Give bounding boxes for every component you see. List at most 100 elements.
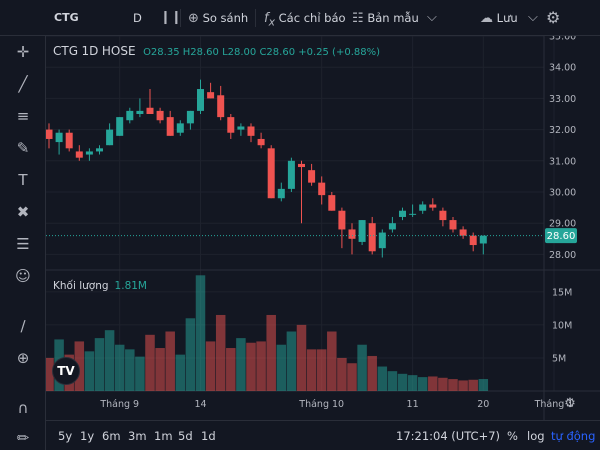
auto-scale-toggle[interactable]: tự động [551,429,596,443]
last-price-badge [545,228,577,244]
range-3m-button[interactable]: 3m [128,429,147,443]
interval-button[interactable]: D [133,11,142,25]
volume-bar [468,379,478,391]
volume-bar [407,375,418,391]
candle-body [227,117,235,133]
candle-body [378,232,386,249]
range-1y-button[interactable]: 1y [80,429,95,443]
candle-body [237,126,245,130]
lock-drawings-icon[interactable]: ✏ [16,429,30,447]
volume-bar [417,377,428,391]
time-tick-label: 11 [407,399,419,410]
range-1m-button[interactable]: 1m [154,429,173,443]
price-tick-label: 30.00 [549,188,576,199]
candle-body [328,195,336,211]
last-price-label: 28.60 [547,231,576,242]
crosshair-icon[interactable]: ✛ [16,43,30,61]
candle-body [409,213,417,215]
trend-line-icon[interactable]: ╱ [18,75,28,93]
candle-body [348,229,356,239]
volume-bar [306,349,317,391]
range-5d-button[interactable]: 5d [178,429,193,443]
compare-button[interactable]: ⊕ So sánh [188,0,248,36]
volume-bar [347,363,357,391]
volume-bar [226,348,236,391]
gear-icon[interactable]: ⚙ [546,8,561,27]
range-6m-button[interactable]: 6m [102,429,121,443]
smiley-icon[interactable]: ☺ [15,267,31,285]
candles [45,79,487,258]
volume-bar [438,377,448,391]
indicators-button[interactable]: fx Các chỉ báo [264,0,346,36]
volume-bar [286,331,297,391]
candle-body [449,220,457,230]
toolbar-divider [255,9,256,27]
candle-body [287,160,295,189]
volume-bar [428,376,438,391]
indicators-label: Các chỉ báo [278,11,346,25]
measure-lines-icon[interactable]: ☰ [16,235,30,253]
volume-bar [337,357,347,391]
volume-bar [94,338,105,391]
axis-settings-gear-icon[interactable]: ⚙ [564,396,576,411]
horizontal-lines-icon[interactable]: ≡ [16,107,30,125]
volume-bar [44,357,54,391]
plus-circle-icon: ⊕ [188,11,199,26]
volume-bar [114,344,125,391]
candle-body [45,129,53,139]
chevron-down-icon[interactable]: ⌵ [427,10,437,25]
range-5y-button[interactable]: 5y [58,429,73,443]
templates-button[interactable]: ☷ Bản mẫu [352,0,419,36]
time-tick-label: Tháng 9 [99,399,139,410]
price-tick-label: 34.00 [549,63,576,74]
cloud-icon: ☁ [480,11,493,26]
pattern-icon[interactable]: ✖ [16,203,30,221]
brush-icon[interactable]: ✎ [16,139,30,157]
candle-style-icon[interactable]: ❙❙ [160,10,182,25]
tradingview-logo[interactable]: TV [52,357,80,385]
chart-area[interactable]: 35.00 34.00 33.00 32.00 31.00 30.00 29.00 28.00… [44,32,600,450]
volume-bar [205,341,216,391]
volume-bar [215,314,226,391]
save-button[interactable]: ☁ Lưu [480,0,518,36]
chevron-down-icon[interactable]: ⌵ [528,10,538,25]
volume-bar [155,348,165,391]
symbol-search-button[interactable]: CTG [54,11,79,24]
candle-body [186,110,194,124]
volume-bar [145,334,155,391]
volume-bar [367,355,377,391]
range-1d-button[interactable]: 1d [201,429,216,443]
time-tick-label: 20 [477,399,489,410]
percent-scale-toggle[interactable]: % [507,429,518,443]
candle-body [106,129,114,146]
candle-body [176,123,184,133]
candle-body [55,132,63,143]
candle-body [459,229,467,236]
time-axis[interactable]: Tháng 9 14 Tháng 10 11 20 Tháng 1 [99,399,573,410]
text-icon[interactable]: T [18,171,28,189]
volume-bar [185,318,196,391]
candle-body [85,151,93,155]
candle-body [318,182,326,196]
price-axis[interactable]: 35.00 34.00 33.00 32.00 31.00 30.00 29.00 28.00 [549,32,576,261]
candle-body [247,126,255,136]
zoom-in-icon[interactable]: ⊕ [16,349,30,367]
candle-body [429,204,437,208]
candlestick-chart[interactable]: 35.00 34.00 33.00 32.00 31.00 30.00 29.00 28.00… [44,32,600,420]
toolbar-divider [180,9,181,27]
volume-bar [135,356,145,391]
candle-body [479,235,487,244]
candle-body [217,95,225,118]
bottom-toolbar: 5y 1y 6m 3m 1m 5d 1d 17:21:04 (UTC+7) % … [46,420,600,450]
compare-label: So sánh [202,11,249,25]
log-scale-toggle[interactable]: log [527,429,545,443]
legend-ohlc: O28.35 H28.60 L28.00 C28.60 +0.25 (+0.88… [143,47,381,58]
clock-timezone[interactable]: 17:21:04 (UTC+7) [396,429,501,443]
magnet-icon[interactable]: ∩ [17,399,29,417]
candle-body [96,148,103,152]
ruler-icon[interactable]: ∕ [20,317,26,335]
volume-bar [256,341,266,391]
candle-body [207,92,215,99]
chart-legend: CTG 1D HOSE O28.35 H28.60 L28.00 C28.60 … [53,44,380,58]
volume-axis[interactable]: 15M 10M 5M [552,287,572,364]
